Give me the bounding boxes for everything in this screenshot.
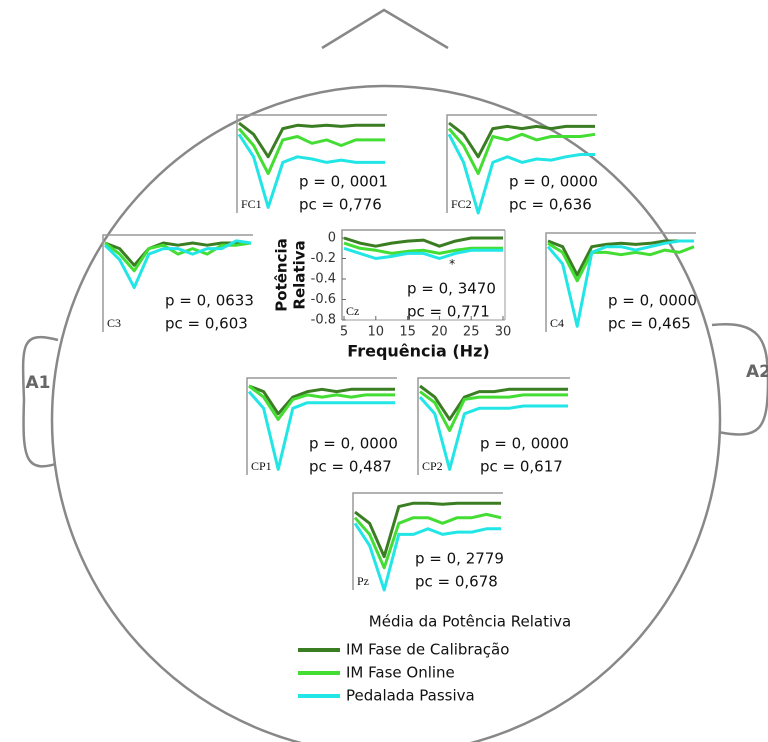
series-line (343, 246, 503, 260)
x-tick-label: 30 (495, 325, 512, 340)
series-line (248, 384, 395, 421)
series-line (448, 121, 595, 159)
y-tick-label: -0.2 (311, 251, 336, 266)
x-tick-label: 25 (463, 325, 480, 340)
series-line (247, 390, 395, 471)
pc-value: pc = 0,617 (480, 458, 563, 476)
series-line (237, 127, 385, 176)
x-tick-label: 5 (340, 325, 348, 340)
pc-value: pc = 0,678 (415, 573, 498, 591)
p-value: p = 0, 2779 (415, 550, 504, 568)
p-value: p = 0, 0000 (480, 435, 569, 453)
p-value: p = 0, 0633 (165, 292, 254, 310)
pc-value: pc = 0,776 (299, 196, 382, 214)
series-line (354, 501, 501, 559)
annotation: * (449, 257, 455, 271)
p-value: p = 0, 0000 (509, 173, 598, 191)
x-tick-label: 10 (368, 325, 385, 340)
pc-value: pc = 0,636 (509, 196, 592, 214)
electrode-label: Pz (357, 574, 369, 588)
right-ear (711, 323, 768, 436)
series-line (419, 384, 568, 421)
electrode-label: CP2 (422, 459, 443, 473)
legend-label: IM Fase de Calibração (346, 641, 509, 659)
electrode-label: CP1 (251, 459, 272, 473)
series-line (343, 236, 503, 248)
plot-frame (446, 114, 597, 213)
p-value: p = 0, 0000 (309, 435, 398, 453)
series-line (103, 239, 252, 289)
series-line (447, 133, 595, 215)
y-axis-label: Potência (273, 238, 291, 311)
series-line (547, 242, 695, 283)
plot-frame (246, 377, 397, 475)
electrode-label: FC1 (241, 197, 262, 211)
x-tick-label: 15 (399, 325, 416, 340)
pc-value: pc = 0,603 (165, 315, 248, 333)
series-line (447, 127, 596, 176)
series-line (418, 396, 568, 471)
electrode-label: Cz (346, 304, 359, 318)
plot-frame (102, 234, 253, 332)
series-line (419, 390, 568, 432)
x-axis-label: Frequência (Hz) (347, 342, 489, 361)
series-line (248, 384, 395, 416)
p-value: p = 0, 0001 (299, 173, 388, 191)
series-line (238, 121, 385, 159)
x-tick-label: 20 (431, 325, 448, 340)
pc-value: pc = 0,771 (407, 303, 490, 321)
electrode-label: FC2 (451, 197, 472, 211)
series-line (353, 522, 501, 592)
p-value: p = 0, 0000 (608, 292, 697, 310)
y-tick-label: -0.8 (311, 313, 336, 328)
plot-frame (236, 114, 387, 213)
y-axis-label: Relativa (291, 240, 309, 309)
pc-value: pc = 0,487 (309, 458, 392, 476)
series-line (547, 239, 694, 277)
plot-frame (417, 377, 570, 475)
y-tick-label: -0.6 (311, 292, 336, 307)
plot-frame (545, 232, 696, 332)
series-line (343, 241, 503, 255)
y-tick-label: 0 (328, 231, 336, 246)
pc-value: pc = 0,465 (608, 315, 691, 333)
series-line (546, 239, 694, 328)
p-value: p = 0, 3470 (407, 280, 496, 298)
series-line (237, 133, 385, 209)
legend-title: Média da Potência Relativa (369, 613, 571, 631)
series-line (104, 241, 251, 267)
plot-frame (341, 229, 505, 320)
ear-label: A1 (26, 373, 51, 393)
ear-label: A2 (746, 362, 768, 382)
nose (321, 8, 449, 50)
series-line (353, 512, 502, 570)
electrode-label: C3 (107, 316, 121, 330)
electrode-label: C4 (550, 316, 564, 330)
plot-frame (352, 492, 503, 590)
y-tick-label: -0.4 (311, 272, 336, 287)
legend-label: IM Fase Online (346, 664, 455, 682)
legend-label: Pedalada Passiva (346, 687, 475, 705)
